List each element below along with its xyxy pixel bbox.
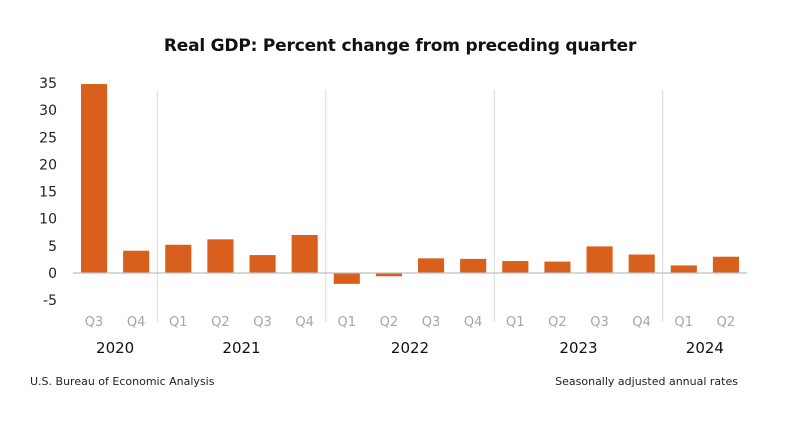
x-tick-label: Q3 <box>85 315 104 330</box>
year-separators <box>156 90 664 322</box>
y-tick-label: 10 <box>39 212 57 228</box>
bar <box>712 256 739 273</box>
x-tick-label: Q3 <box>422 315 441 330</box>
x-tick-label: Q3 <box>253 315 272 330</box>
x-tick-label: Q2 <box>548 315 567 330</box>
rate-note: Seasonally adjusted annual rates <box>555 375 738 388</box>
y-tick-label: 20 <box>39 157 57 173</box>
x-tick-label: Q2 <box>717 315 736 330</box>
bar <box>460 258 487 273</box>
year-label: 2023 <box>559 339 597 357</box>
year-labels: 2020 2021 2022 2023 2024 <box>96 339 724 357</box>
x-tick-label: Q4 <box>464 315 483 330</box>
x-tick-label: Q1 <box>338 315 357 330</box>
x-tick-label: Q2 <box>380 315 399 330</box>
bar <box>165 244 192 273</box>
bar <box>418 258 445 273</box>
x-tick-label: Q3 <box>590 315 609 330</box>
y-tick-label: 25 <box>39 130 57 146</box>
x-tick-label: Q4 <box>632 315 651 330</box>
year-label: 2020 <box>96 339 134 357</box>
bars <box>81 84 739 284</box>
y-tick-label: -5 <box>43 293 57 309</box>
year-label: 2024 <box>686 339 724 357</box>
bar <box>502 261 529 273</box>
y-axis-ticks: 35 30 25 20 15 10 5 0 -5 <box>39 76 57 309</box>
y-tick-label: 0 <box>48 266 57 282</box>
bar <box>375 273 402 277</box>
bar <box>123 250 150 273</box>
bar <box>586 246 613 273</box>
source-note: U.S. Bureau of Economic Analysis <box>30 375 215 388</box>
x-tick-label: Q1 <box>506 315 525 330</box>
bar <box>249 255 276 273</box>
year-label: 2021 <box>222 339 260 357</box>
bar <box>628 254 655 273</box>
y-tick-label: 5 <box>48 239 57 255</box>
x-axis-ticks: Q3 Q4 Q1 Q2 Q3 Q4 Q1 Q2 Q3 Q4 Q1 Q2 Q3 Q4 Q1 Q2 <box>85 315 735 330</box>
x-tick-label: Q1 <box>169 315 188 330</box>
bar <box>291 234 318 273</box>
bar <box>544 261 571 273</box>
bar <box>333 273 360 284</box>
bar <box>670 265 697 273</box>
bar <box>81 84 108 273</box>
year-label: 2022 <box>391 339 429 357</box>
bar <box>207 239 234 273</box>
y-tick-label: 15 <box>39 185 57 201</box>
chart-title: Real GDP: Percent change from preceding … <box>163 36 637 56</box>
y-tick-label: 35 <box>39 76 57 92</box>
y-tick-label: 30 <box>39 103 57 119</box>
x-tick-label: Q1 <box>675 315 694 330</box>
x-tick-label: Q4 <box>127 315 146 330</box>
x-tick-label: Q4 <box>295 315 314 330</box>
x-tick-label: Q2 <box>211 315 230 330</box>
